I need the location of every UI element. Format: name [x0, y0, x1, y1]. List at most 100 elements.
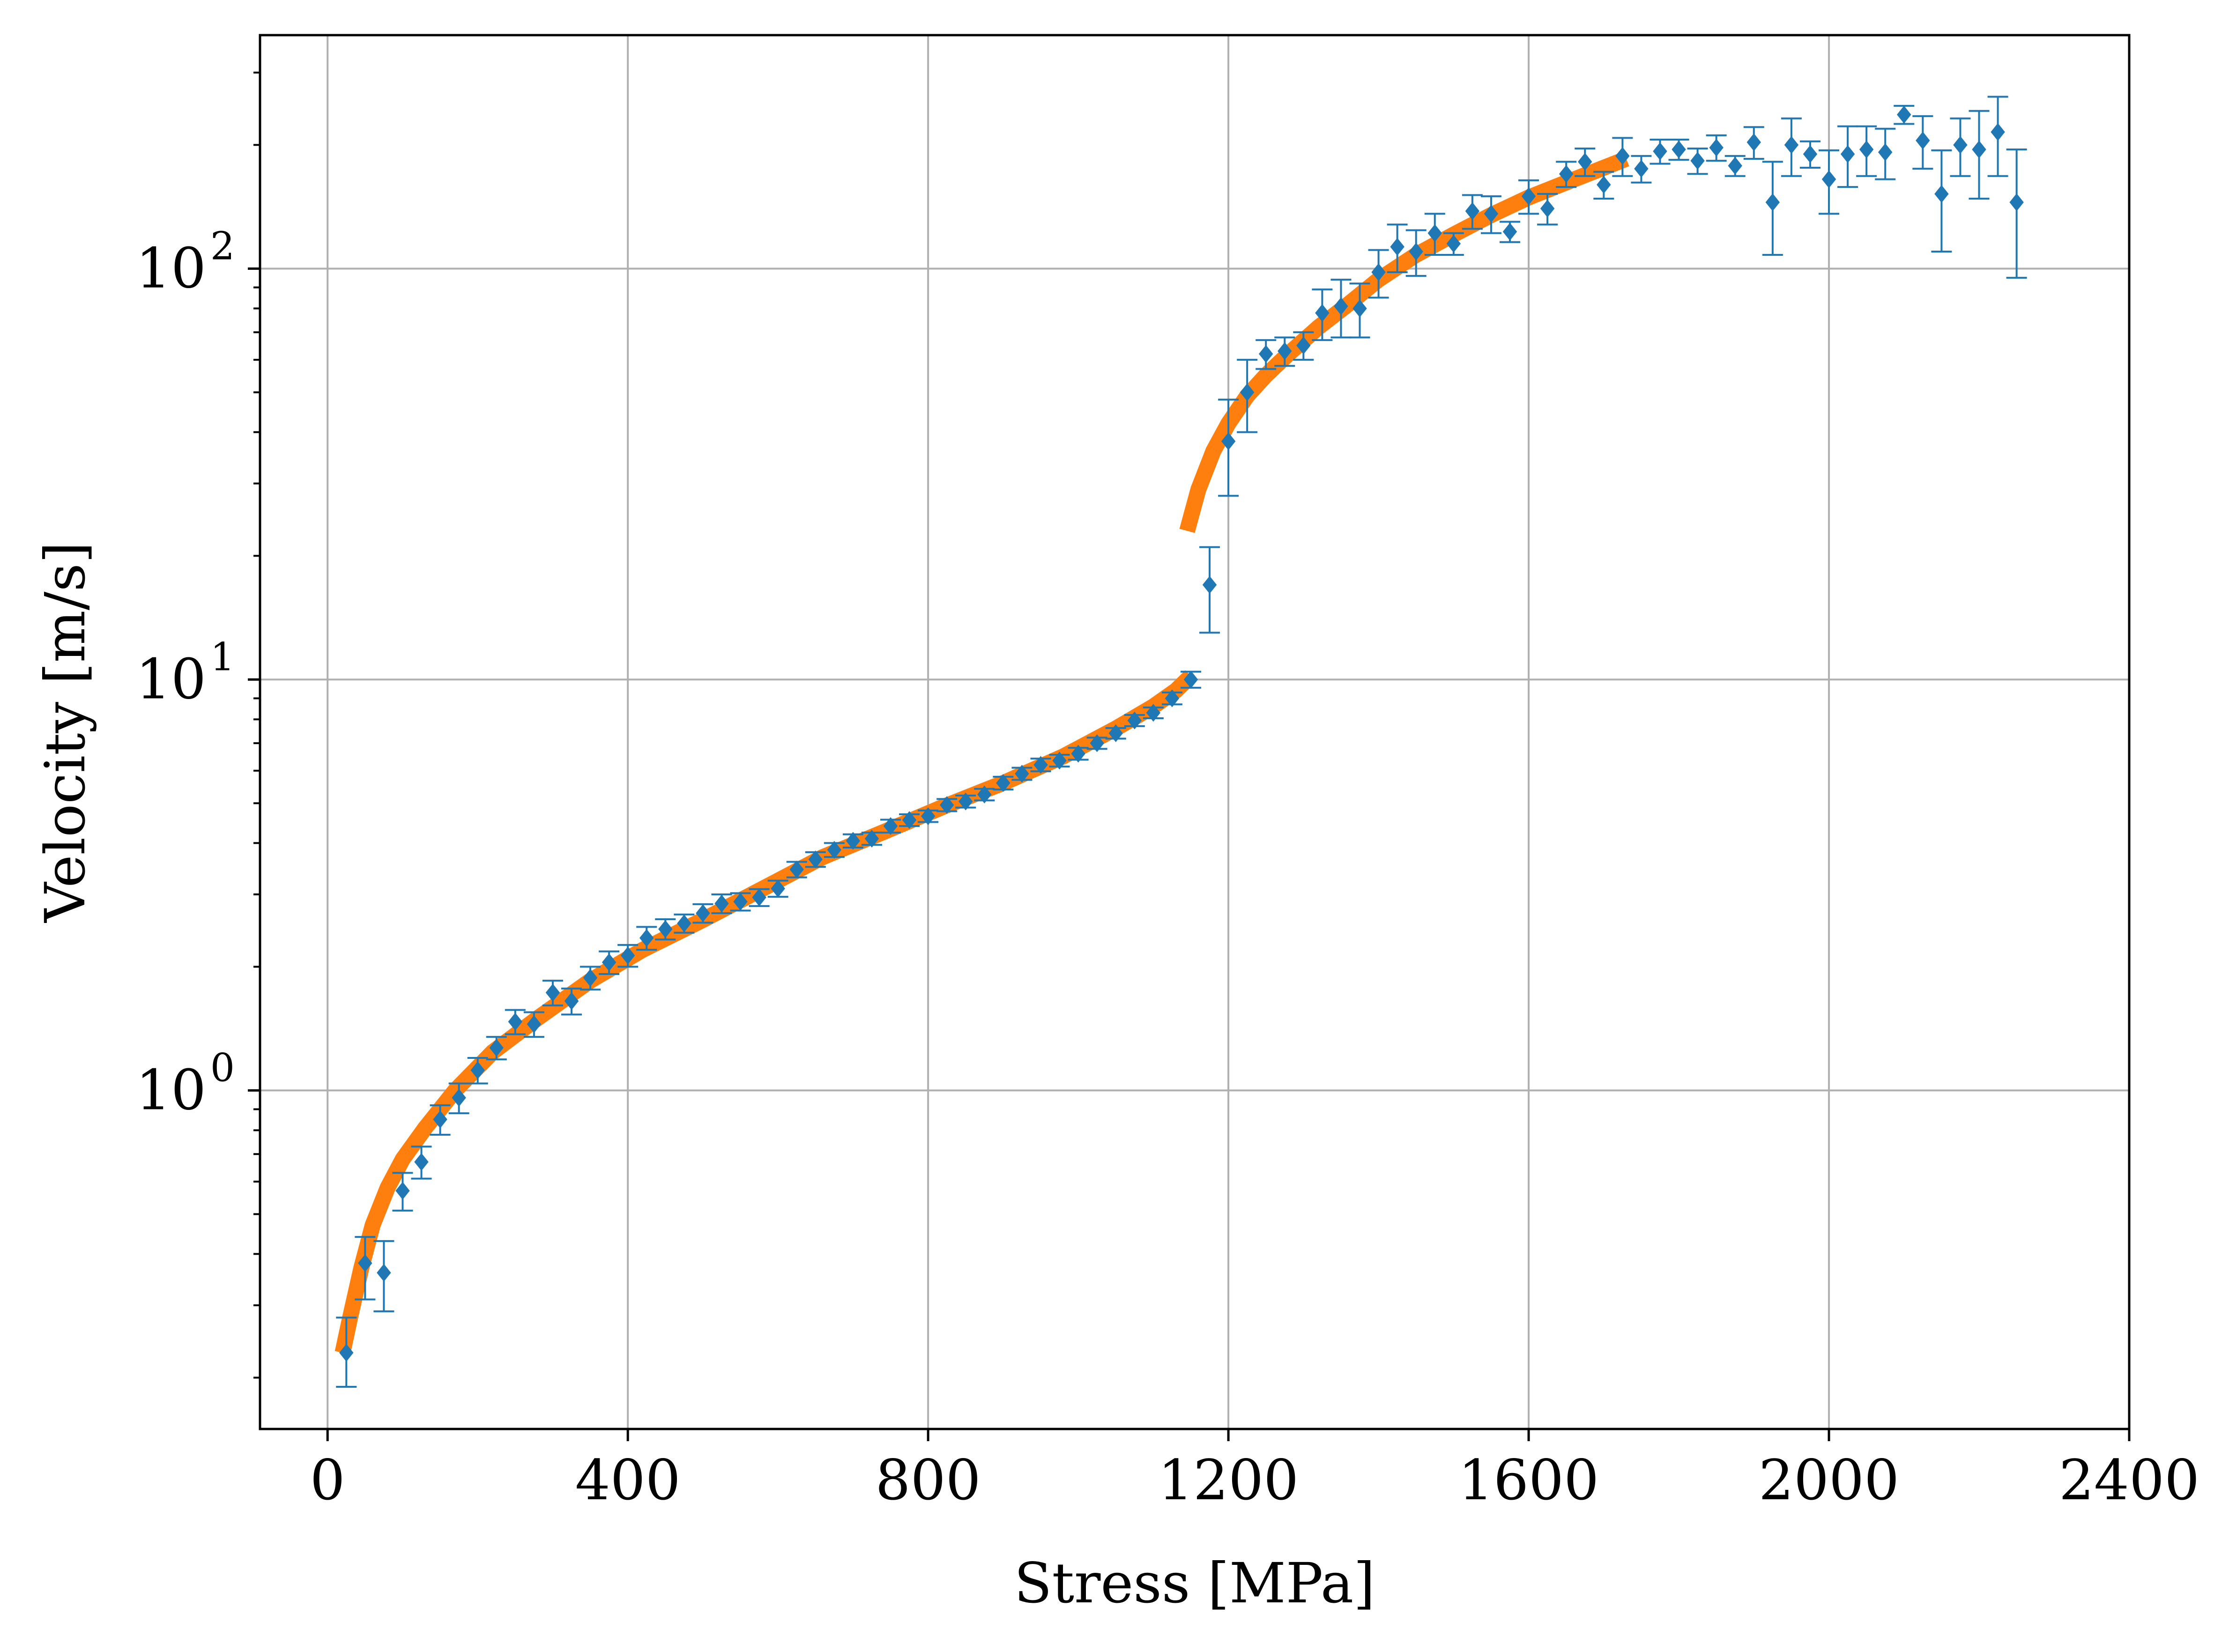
- x-tick-label: 2000: [1759, 1448, 1899, 1512]
- data-point: [883, 817, 898, 835]
- data-point: [1672, 140, 1686, 158]
- plot-frame: [259, 34, 2131, 1430]
- data-point: [902, 811, 917, 829]
- data-point: [1334, 297, 1348, 315]
- x-tick-label: 800: [876, 1448, 981, 1512]
- data-point: [1033, 756, 1048, 774]
- data-point: [1765, 193, 1780, 211]
- data-point: [1165, 689, 1180, 707]
- data-point: [1371, 263, 1386, 282]
- data-point: [714, 894, 729, 913]
- data-point: [958, 792, 973, 811]
- x-tick-label: 2400: [2059, 1448, 2199, 1512]
- data-point: [508, 1012, 523, 1031]
- data-point: [752, 888, 766, 907]
- y-tick-label: 10: [136, 236, 206, 300]
- data-point: [1897, 105, 1911, 124]
- fit-curve: [1179, 151, 1629, 533]
- data-point: [827, 841, 842, 859]
- data-points: [339, 105, 2024, 1362]
- data-point: [1859, 140, 1874, 158]
- data-point: [789, 860, 804, 878]
- data-point: [527, 1015, 542, 1033]
- data-point: [602, 953, 617, 971]
- y-tick-exponent: 2: [210, 224, 235, 268]
- data-point: [1728, 156, 1742, 175]
- data-point: [433, 1110, 447, 1129]
- data-point: [1653, 142, 1667, 160]
- data-point: [1972, 140, 1986, 158]
- data-point: [1409, 243, 1423, 261]
- data-point: [339, 1344, 354, 1362]
- data-point: [658, 920, 673, 938]
- data-point: [1934, 185, 1949, 203]
- data-point: [1746, 133, 1761, 151]
- data-point: [545, 983, 560, 1002]
- data-point: [1821, 170, 1836, 188]
- data-point: [1784, 136, 1799, 154]
- data-point: [1484, 205, 1499, 223]
- y-tick-label: 10: [136, 647, 206, 711]
- y-axis-title: Velocity [m/s]: [33, 542, 97, 923]
- data-point: [1015, 765, 1029, 783]
- x-tick-label: 1600: [1458, 1448, 1599, 1512]
- y-tick-exponent: 0: [210, 1046, 235, 1090]
- data-point: [1127, 711, 1142, 729]
- data-point: [808, 850, 823, 869]
- data-point: [1259, 345, 1273, 363]
- data-point: [564, 992, 579, 1010]
- data-point: [1521, 187, 1536, 205]
- data-point: [977, 785, 992, 804]
- data-point: [1502, 223, 1517, 241]
- data-point: [1202, 576, 1217, 594]
- data-point: [639, 929, 654, 947]
- data-point: [1953, 136, 1968, 154]
- data-point: [1690, 152, 1705, 170]
- data-point: [1634, 160, 1649, 178]
- data-point: [620, 946, 635, 965]
- data-point: [414, 1153, 429, 1171]
- data-point: [921, 807, 936, 826]
- data-point: [1315, 304, 1330, 322]
- data-point: [1278, 342, 1292, 360]
- data-point: [1840, 145, 1855, 163]
- data-point: [1597, 176, 1611, 194]
- data-point: [470, 1061, 485, 1079]
- data-point: [1615, 147, 1630, 165]
- data-point: [677, 914, 691, 932]
- data-point: [1296, 336, 1311, 355]
- data-point: [1878, 143, 1893, 161]
- data-point: [864, 829, 879, 848]
- data-point: [1540, 200, 1555, 218]
- data-point: [1071, 744, 1085, 763]
- data-point: [1446, 235, 1461, 253]
- data-point: [1183, 670, 1198, 689]
- data-point: [1052, 752, 1067, 770]
- data-point: [1221, 432, 1236, 450]
- data-point: [771, 879, 785, 898]
- data-point: [1991, 123, 2005, 141]
- data-point: [583, 968, 598, 987]
- x-tick-label: 1200: [1158, 1448, 1299, 1512]
- data-point: [1390, 238, 1404, 256]
- data-point: [733, 893, 748, 911]
- data-point: [1108, 724, 1123, 743]
- data-point: [1578, 153, 1592, 171]
- data-point: [2009, 193, 2024, 211]
- data-point: [696, 904, 710, 923]
- data-point: [1240, 383, 1255, 402]
- data-point: [1352, 299, 1367, 318]
- data-point: [377, 1264, 391, 1282]
- data-point: [1090, 734, 1104, 752]
- data-point: [489, 1039, 504, 1057]
- x-tick-label: 0: [310, 1448, 345, 1512]
- data-point: [1916, 131, 1930, 149]
- data-point: [846, 832, 861, 850]
- y-tick-label: 10: [136, 1057, 206, 1122]
- data-point: [996, 774, 1010, 792]
- y-tick-exponent: 1: [210, 635, 235, 679]
- data-point: [395, 1182, 410, 1200]
- data-point: [1465, 202, 1480, 220]
